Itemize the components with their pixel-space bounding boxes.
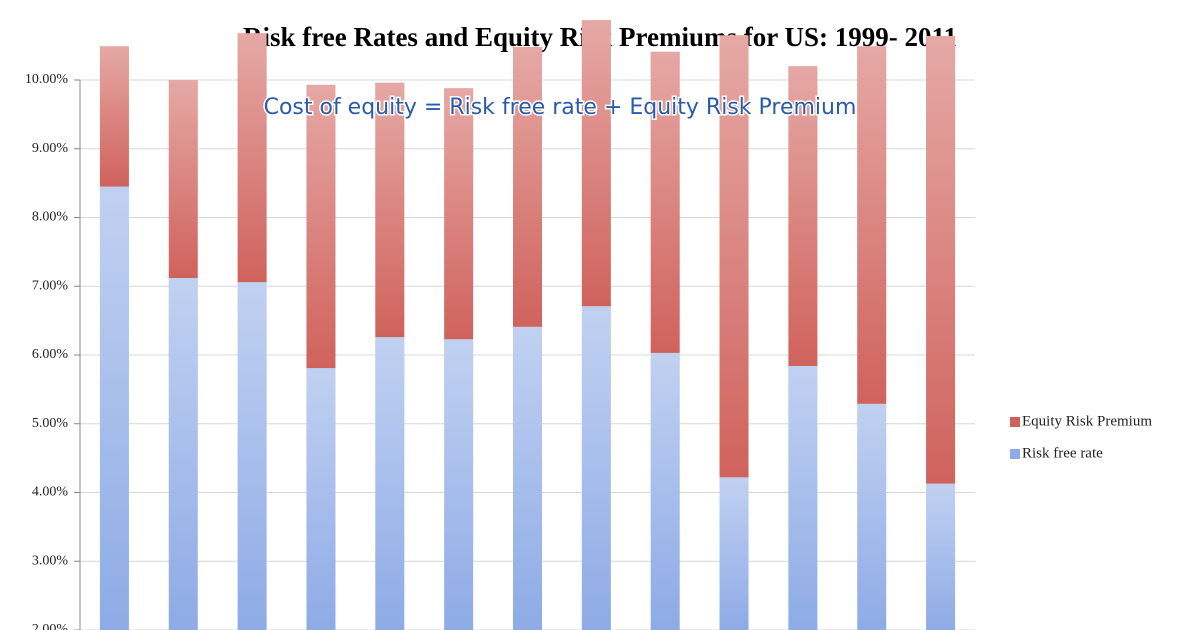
annotation: Cost of equity = Risk free rate + Equity… <box>264 95 857 120</box>
y-tick-label: 7.00% <box>32 278 69 293</box>
bar-shine <box>375 337 405 630</box>
legend: Equity Risk Premium Risk free rate <box>1010 413 1152 461</box>
bar-shine <box>99 186 129 630</box>
bar-shine <box>168 80 198 278</box>
legend-label: Equity Risk Premium <box>1022 413 1152 429</box>
bar-shine <box>375 82 405 338</box>
y-tick-label: 10.00% <box>25 72 69 87</box>
legend-swatch <box>1010 417 1020 427</box>
y-tick-label: 9.00% <box>32 141 69 156</box>
bar-shine <box>306 368 336 630</box>
bar-shine <box>857 46 887 404</box>
bar-shine <box>788 66 818 366</box>
bar-shine <box>926 483 956 630</box>
bar-shine <box>788 366 818 630</box>
y-tick-label: 6.00% <box>32 347 69 362</box>
bar-shine <box>650 352 680 630</box>
bar-shine <box>237 33 267 283</box>
bar-shine <box>237 282 267 630</box>
y-tick-label: 4.00% <box>32 485 69 500</box>
grid: 2.00% 3.00% 4.00% 5.00% 6.00% 7.00% 8.00% 9.00%… <box>25 72 975 630</box>
bar-shine <box>513 326 542 630</box>
bars <box>99 20 956 630</box>
bar-shine <box>857 403 887 630</box>
bar-shine <box>444 88 474 340</box>
bar-shine <box>444 339 474 630</box>
bar-shine <box>581 20 611 307</box>
bar-shine <box>513 47 542 327</box>
legend-label: Risk free rate <box>1022 445 1103 461</box>
bar-shine <box>581 306 611 630</box>
y-tick-label: 5.00% <box>32 416 69 431</box>
legend-swatch <box>1010 449 1020 459</box>
bar-shine <box>168 278 198 630</box>
bar-shine <box>719 477 749 630</box>
y-tick-label: 8.00% <box>32 210 69 225</box>
bar-shine <box>926 36 956 484</box>
bar-shine <box>719 35 749 478</box>
bar-shine <box>306 84 336 369</box>
y-tick-label: 3.00% <box>32 553 69 568</box>
bar-shine <box>99 46 129 187</box>
y-tick-label: 2.00% <box>32 622 69 630</box>
bar-shine <box>650 51 680 353</box>
